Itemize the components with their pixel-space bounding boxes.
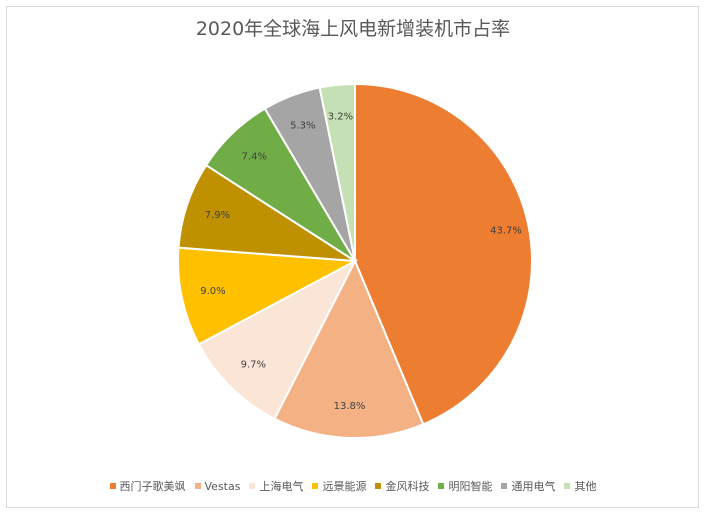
legend-label: 通用电气 — [511, 480, 556, 493]
legend-label: 上海电气 — [259, 480, 304, 493]
legend-swatch — [109, 483, 116, 489]
legend-swatch — [312, 483, 319, 489]
legend-item: 通用电气 — [501, 478, 555, 494]
legend-swatch — [249, 483, 256, 489]
legend-item: 远景能源 — [312, 478, 366, 494]
data-label: 43.7% — [490, 226, 522, 237]
data-label: 5.3% — [290, 121, 315, 132]
data-label: 9.7% — [241, 360, 266, 371]
data-label: 9.0% — [200, 286, 225, 297]
legend-item: 上海电气 — [249, 478, 303, 494]
pie-slice — [318, 82, 356, 262]
data-label: 3.2% — [328, 112, 353, 123]
pie-slice — [354, 82, 533, 426]
legend-item: 西门子歌美飒 — [109, 478, 186, 494]
legend-item: Vestas — [194, 479, 241, 493]
legend-item: 明阳智能 — [438, 478, 492, 494]
legend-label: Vestas — [204, 479, 241, 493]
legend-item: 其他 — [564, 478, 596, 494]
legend-label: 远景能源 — [322, 480, 367, 493]
legend: 西门子歌美飒 Vestas 上海电气 远景能源 金风科技 明阳智能 通用电气 其他 — [0, 478, 706, 494]
legend-swatch — [501, 483, 508, 489]
legend-label: 其他 — [574, 480, 597, 493]
legend-label: 明阳智能 — [448, 480, 493, 493]
legend-label: 金风科技 — [385, 480, 430, 493]
legend-label: 西门子歌美飒 — [119, 480, 186, 493]
legend-swatch — [375, 483, 382, 489]
legend-swatch — [438, 483, 445, 489]
pie-slice — [177, 246, 359, 346]
data-label: 13.8% — [334, 401, 366, 412]
data-label: 7.4% — [242, 151, 267, 162]
legend-item: 金风科技 — [375, 478, 429, 494]
legend-swatch — [564, 483, 571, 489]
pie-slice — [197, 258, 358, 421]
legend-swatch — [194, 483, 201, 489]
chart-title: 2020年全球海上风电新增装机市占率 — [195, 18, 511, 40]
pie-slice — [273, 258, 425, 439]
data-label: 7.9% — [205, 210, 230, 221]
